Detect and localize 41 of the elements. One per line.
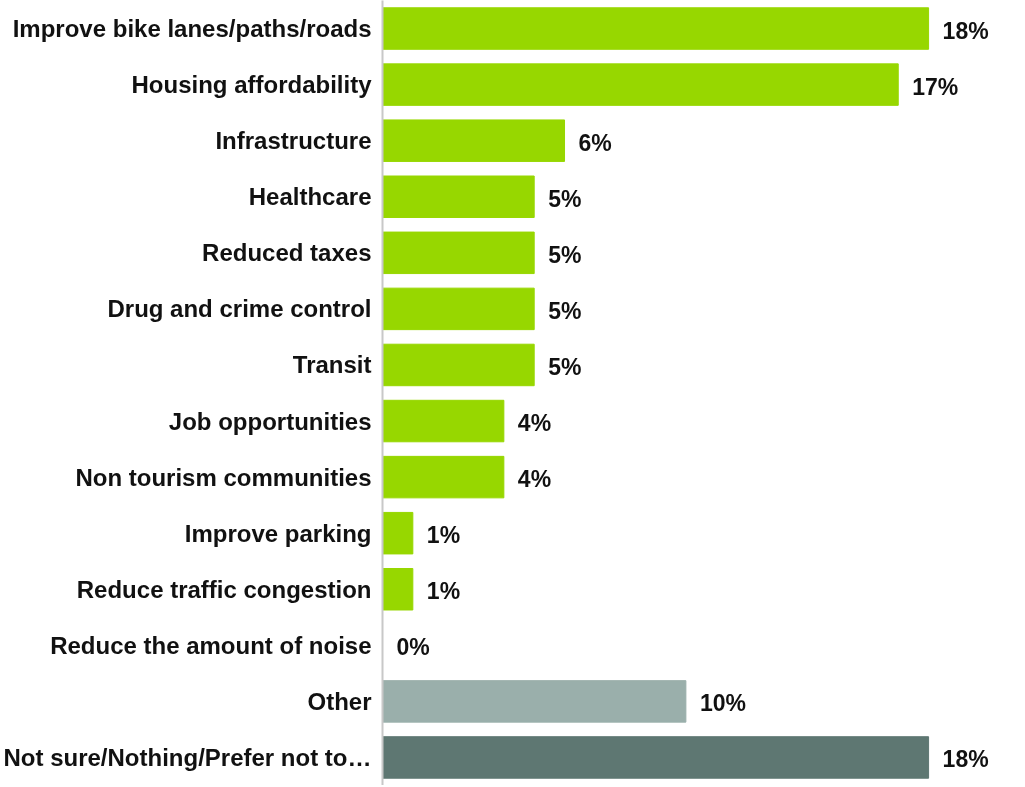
y-tick-label: Not sure/Nothing/Prefer not to… xyxy=(3,743,372,771)
y-tick-label: Non tourism communities xyxy=(75,463,372,491)
bar xyxy=(382,287,535,331)
bar xyxy=(382,736,930,779)
data-label: 1% xyxy=(426,522,461,549)
data-label: 10% xyxy=(699,690,746,717)
y-tick-label: Reduced taxes xyxy=(202,239,372,267)
y-tick-label: Healthcare xyxy=(248,183,372,211)
y-tick-label: Housing affordability xyxy=(131,71,373,99)
bar xyxy=(382,680,687,723)
bar xyxy=(382,7,930,50)
bar xyxy=(382,175,535,218)
y-tick-label: Transit xyxy=(292,351,372,379)
bar xyxy=(382,511,414,555)
data-label: 5% xyxy=(548,353,582,380)
data-label: 4% xyxy=(517,466,552,493)
data-label: 5% xyxy=(548,185,582,212)
y-tick-label: Other xyxy=(307,687,372,715)
data-label: 5% xyxy=(548,241,582,268)
bar xyxy=(382,119,566,162)
data-label: 4% xyxy=(517,410,552,437)
bar xyxy=(382,343,535,387)
y-tick-label: Improve parking xyxy=(184,519,372,547)
bar xyxy=(382,231,535,275)
data-label: 5% xyxy=(548,297,582,324)
data-label: 6% xyxy=(578,129,612,156)
y-tick-label: Drug and crime control xyxy=(107,295,372,323)
y-tick-label: Infrastructure xyxy=(215,127,372,155)
bar xyxy=(382,399,505,443)
data-label: 17% xyxy=(912,73,959,100)
y-tick-label: Improve bike lanes/paths/roads xyxy=(12,15,372,43)
data-label: 18% xyxy=(942,746,989,773)
y-tick-label: Reduce the amount of noise xyxy=(50,631,372,659)
data-label: 0% xyxy=(396,634,430,661)
y-tick-label: Job opportunities xyxy=(168,407,372,435)
y-tick-label: Reduce traffic congestion xyxy=(76,575,372,603)
bar xyxy=(382,568,414,611)
data-label: 18% xyxy=(942,17,989,44)
data-label: 1% xyxy=(426,578,461,605)
bar xyxy=(382,63,899,106)
bar xyxy=(382,455,505,499)
